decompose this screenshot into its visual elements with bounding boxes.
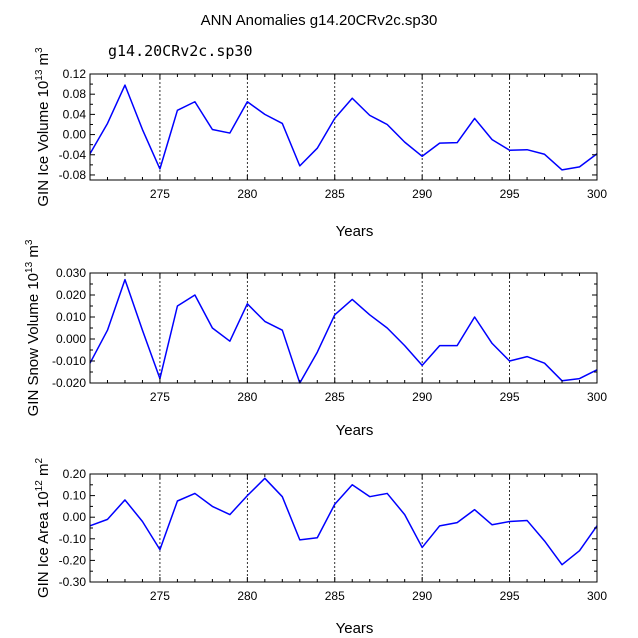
y-tick-label: 0.030	[56, 266, 86, 280]
x-axis-title: Years	[336, 223, 374, 240]
y-tick-label: 0.04	[63, 107, 87, 121]
y-tick-label: 0.20	[63, 467, 87, 481]
y-axis-title-part: GIN Snow Volume 10	[25, 273, 42, 416]
x-tick-label: 275	[150, 589, 170, 603]
y-axis-title-part: 2	[34, 458, 45, 464]
series-line-ice-area	[89, 477, 598, 566]
y-tick-label: 0.10	[63, 489, 87, 503]
y-axis-title: GIN Ice Area 1012 m2	[34, 458, 52, 599]
x-tick-label: 300	[587, 589, 607, 603]
chart-subtitle: g14.20CRv2c.sp30	[108, 42, 253, 60]
y-tick-label: 0.12	[63, 67, 87, 81]
plot-frame	[89, 73, 598, 181]
x-tick-label: 280	[237, 187, 257, 201]
x-tick-label: 295	[500, 187, 520, 201]
x-tick-label: 300	[587, 187, 607, 201]
panel-ice-area: 275 280 285 290 295 300 -0.30 -0.20 -0.10 0.00 0.1…	[34, 458, 607, 637]
y-axis-title-part: 13	[34, 69, 45, 81]
y-axis-title-part: 3	[34, 47, 45, 53]
y-tick-label: 0.010	[56, 310, 86, 324]
y-axis-title: GIN Snow Volume 1013 m3	[24, 239, 42, 416]
y-axis-title-part: GIN Ice Volume 10	[35, 81, 52, 207]
plot-frame	[89, 272, 598, 384]
x-tick-label: 275	[150, 390, 170, 404]
y-axis-title-part: GIN Ice Area 10	[35, 491, 52, 598]
plot-frame	[89, 473, 598, 583]
y-tick-label: -0.10	[59, 532, 87, 546]
panels: 275 280 285 290 295 300 -0.08 -0.04 0.00 0.04 0.08…	[24, 47, 607, 637]
y-axis-title-part: m	[35, 464, 52, 481]
x-axis-title: Years	[336, 620, 374, 637]
y-tick-label: 0.00	[63, 510, 87, 524]
x-tick-label: 290	[412, 390, 432, 404]
y-axis-title-part: 12	[34, 480, 45, 492]
x-tick-label: 300	[587, 390, 607, 404]
y-tick-label: 0.000	[56, 332, 86, 346]
y-axis-title-part: m	[35, 53, 52, 70]
y-tick-label: -0.04	[59, 148, 87, 162]
chart-title: ANN Anomalies g14.20CRv2c.sp30	[201, 12, 438, 29]
y-axis-title-part: 3	[24, 239, 35, 245]
y-axis-title-part: 13	[24, 261, 35, 273]
x-tick-label: 290	[412, 187, 432, 201]
x-tick-label: 280	[237, 589, 257, 603]
y-tick-label: -0.020	[52, 376, 86, 390]
panel-ice-volume: 275 280 285 290 295 300 -0.08 -0.04 0.00 0.04 0.08…	[34, 47, 607, 240]
y-tick-label: -0.010	[52, 354, 86, 368]
x-tick-label: 285	[325, 390, 345, 404]
y-tick-label: -0.08	[59, 168, 87, 182]
y-tick-label: 0.00	[63, 128, 87, 142]
x-tick-label: 275	[150, 187, 170, 201]
y-tick-label: -0.20	[59, 553, 87, 567]
x-tick-label: 295	[500, 390, 520, 404]
x-tick-label: 285	[325, 187, 345, 201]
x-tick-label: 290	[412, 589, 432, 603]
series-line-snow-volume	[89, 278, 598, 384]
x-tick-label: 280	[237, 390, 257, 404]
x-tick-label: 285	[325, 589, 345, 603]
y-axis-title-part: m	[25, 245, 42, 262]
y-tick-label: -0.30	[59, 575, 87, 589]
x-tick-label: 295	[500, 589, 520, 603]
x-axis-title: Years	[336, 422, 374, 439]
y-axis-title: GIN Ice Volume 1013 m3	[34, 47, 52, 207]
series-line-ice-volume	[89, 84, 598, 171]
panel-snow-volume: 275 280 285 290 295 300 -0.020 -0.010 0.000 0.010…	[24, 239, 607, 439]
y-tick-label: 0.08	[63, 87, 87, 101]
y-tick-label: 0.020	[56, 288, 86, 302]
